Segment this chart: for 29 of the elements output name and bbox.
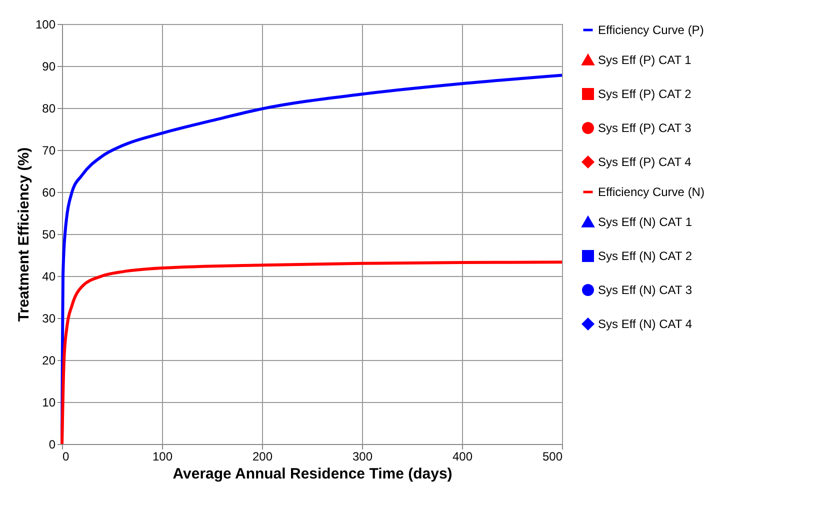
x-tick-label: 500 [542,450,563,464]
y-tick-label: 70 [42,144,56,158]
x-tick-label: 300 [352,450,373,464]
y-tick-label: 80 [42,102,56,116]
y-tick-label: 40 [42,270,56,284]
legend-label: Sys Eff (P) CAT 2 [598,87,692,101]
legend-label: Sys Eff (P) CAT 4 [598,155,692,169]
x-tick-label: 400 [452,450,473,464]
legend-label: Efficiency Curve (P) [598,23,704,37]
y-tick-label: 50 [42,228,56,242]
legend-label: Sys Eff (P) CAT 1 [598,53,692,67]
x-tick-label: 0 [62,450,70,464]
y-tick-label: 30 [42,312,56,326]
x-tick-label: 200 [252,450,273,464]
y-tick-label: 10 [42,396,56,410]
y-tick-label: 60 [42,186,56,200]
legend-label: Sys Eff (P) CAT 3 [598,121,692,135]
legend-label: Sys Eff (N) CAT 3 [598,283,692,297]
y-axis-title: Treatment Efficiency (%) [15,147,32,322]
legend-label: Efficiency Curve (N) [598,185,704,199]
legend-label: Sys Eff (N) CAT 4 [598,317,692,331]
y-tick-label: 100 [35,18,56,32]
y-tick-label: 90 [42,60,56,74]
legend-label: Sys Eff (N) CAT 2 [598,249,692,263]
x-axis-title: Average Annual Residence Time (days) [172,466,452,482]
legend-label: Sys Eff (N) CAT 1 [598,215,692,229]
y-tick-label: 0 [48,438,56,452]
y-tick-label: 20 [42,354,56,368]
x-tick-label: 100 [152,450,173,464]
